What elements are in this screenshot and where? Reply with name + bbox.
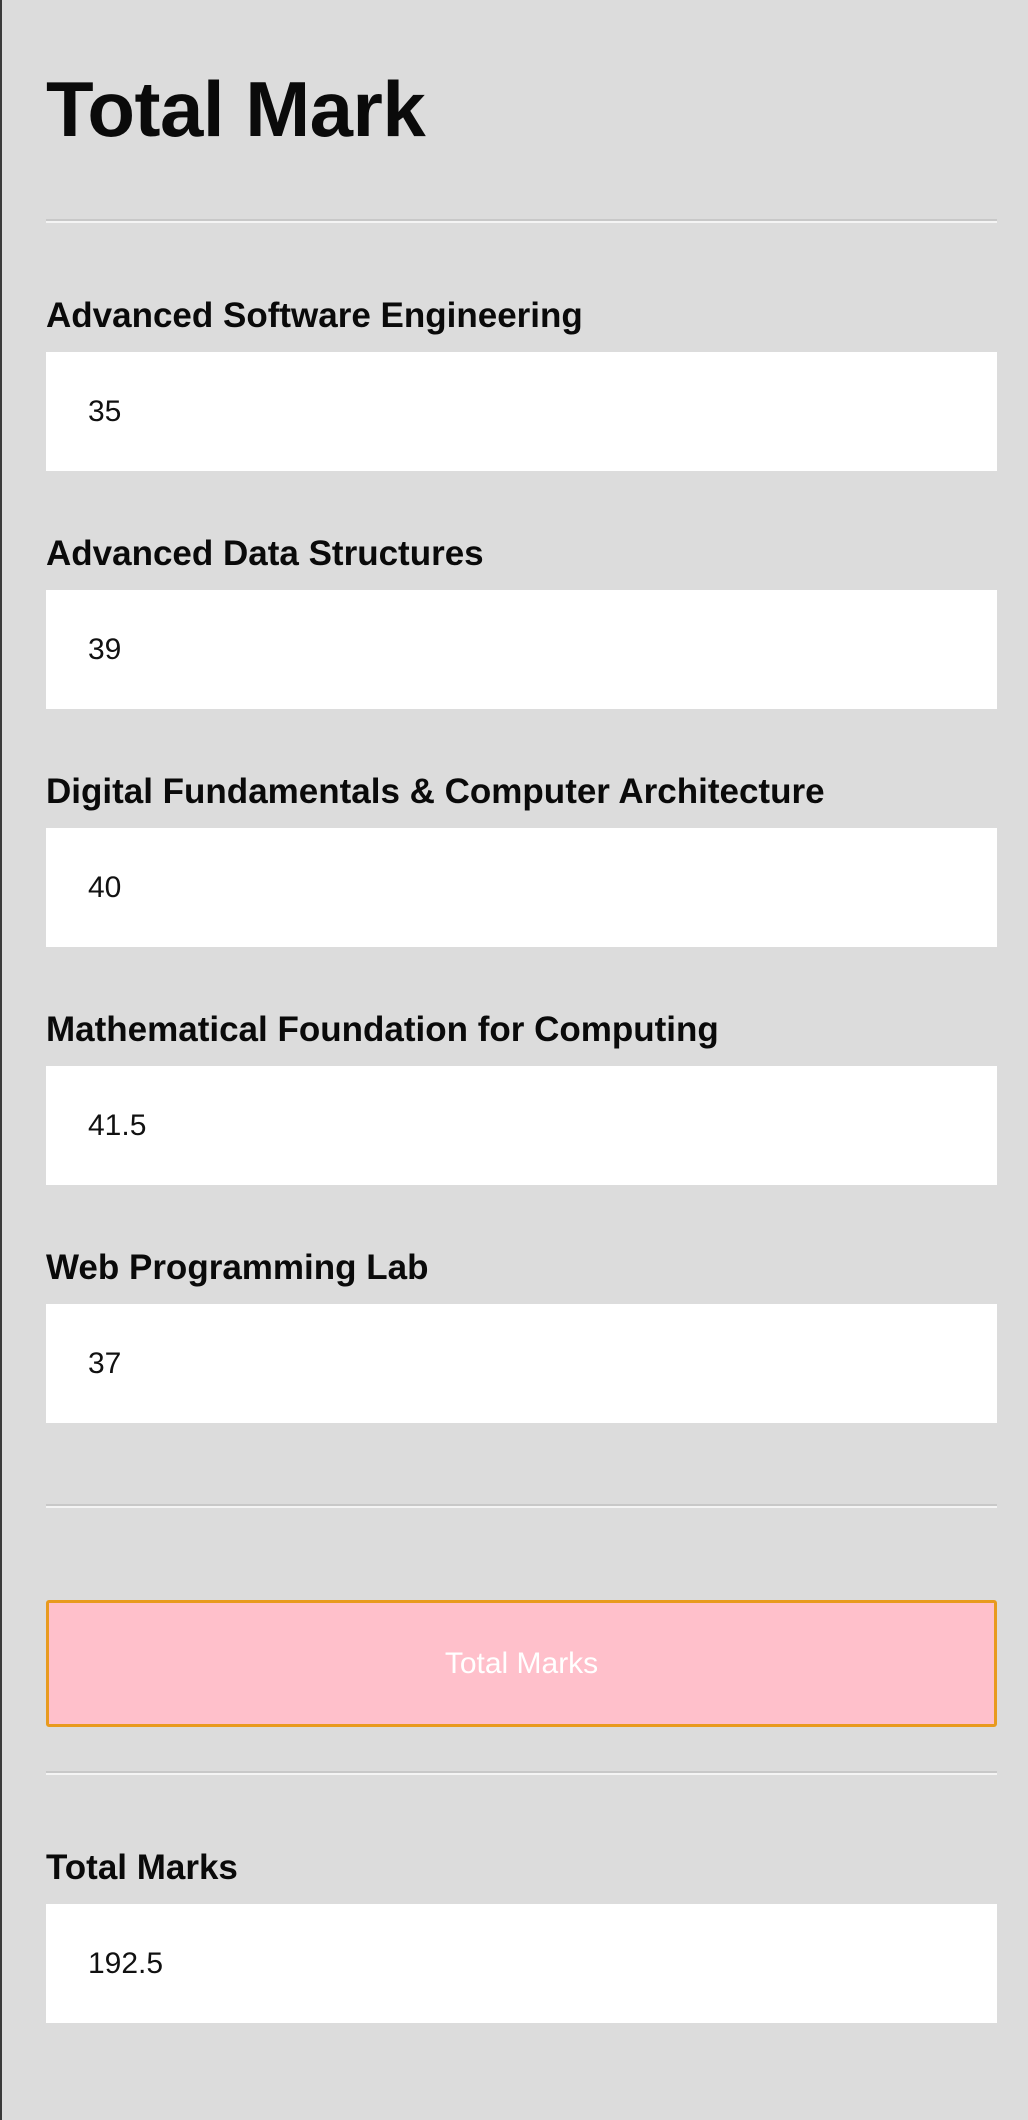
subject-input-digital-fundamentals[interactable] (46, 828, 997, 947)
total-marks-label: Total Marks (46, 1848, 238, 1887)
total-marks-output[interactable] (46, 1904, 997, 2023)
subject-label-mathematical-foundation: Mathematical Foundation for Computing (46, 1010, 719, 1049)
middle-divider (46, 1504, 997, 1508)
subject-label-advanced-software-engineering: Advanced Software Engineering (46, 296, 583, 335)
subject-label-advanced-data-structures: Advanced Data Structures (46, 534, 484, 573)
bottom-divider (46, 1771, 997, 1775)
subject-label-web-programming-lab: Web Programming Lab (46, 1248, 429, 1287)
subject-input-web-programming-lab[interactable] (46, 1304, 997, 1423)
top-divider (46, 219, 997, 223)
subject-label-digital-fundamentals: Digital Fundamentals & Computer Architec… (46, 772, 825, 811)
subject-input-advanced-data-structures[interactable] (46, 590, 997, 709)
subject-input-mathematical-foundation[interactable] (46, 1066, 997, 1185)
page-title: Total Mark (46, 65, 426, 153)
total-marks-button[interactable]: Total Marks (46, 1600, 997, 1727)
subject-input-advanced-software-engineering[interactable] (46, 352, 997, 471)
